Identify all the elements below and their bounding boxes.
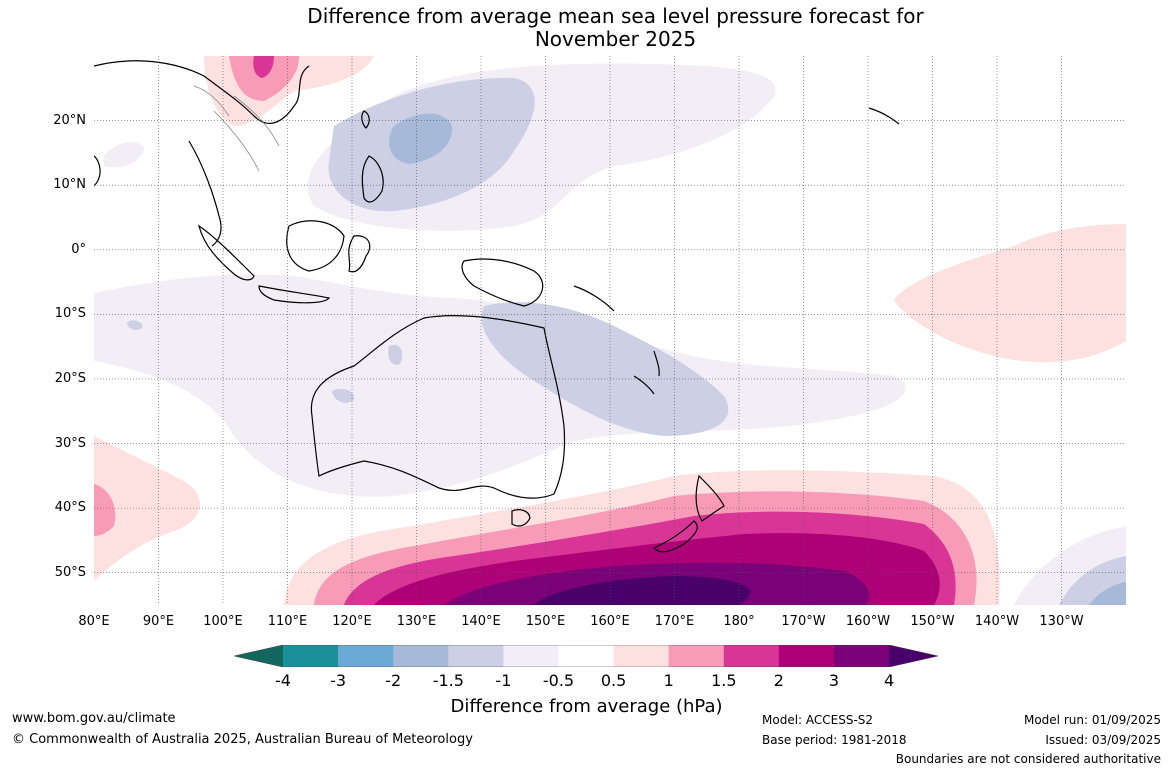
- colorbar-segment: [558, 645, 615, 667]
- borders-indochina: [193, 85, 280, 172]
- colorbar-tick-label: 0.5: [600, 671, 627, 690]
- latitude-label: 40°S: [54, 500, 86, 516]
- anomaly-contours: [94, 56, 1126, 605]
- longitude-label: 120°E: [332, 614, 372, 629]
- longitude-label: 80°E: [78, 614, 110, 629]
- longitude-label: 90°E: [142, 614, 175, 629]
- latitude-label: 20°S: [54, 370, 86, 386]
- coastline-new-zealand-north: [695, 474, 725, 522]
- colorbar-segment: [503, 645, 559, 667]
- boundary-disclaimer: Boundaries are not considered authoritat…: [895, 752, 1161, 766]
- colorbar-segment: [668, 645, 725, 667]
- colorbar-segment: [283, 645, 339, 667]
- coastline-new-guinea: [461, 258, 544, 307]
- coastline-borneo: [286, 220, 345, 272]
- colorbar-arrow-high: [889, 645, 939, 667]
- longitude-label: 130°E: [396, 614, 437, 629]
- latitude-label: 20°N: [53, 112, 86, 128]
- longitude-label: 180°: [723, 614, 755, 629]
- colorbar-segment: [613, 645, 670, 667]
- colorbar-arrow-low: [234, 645, 283, 667]
- issued-date: Issued: 03/09/2025: [1045, 733, 1161, 747]
- contour-pos-0.5-west: [94, 436, 201, 581]
- pressure-anomaly-map: [94, 56, 1126, 605]
- coastline-mainland-asia: [94, 60, 310, 247]
- contour-pos-0.5-east-pacific: [894, 224, 1126, 363]
- colorbar-outline: [234, 645, 939, 667]
- colorbar-segment: [448, 645, 504, 667]
- longitude-label: 130°W: [1039, 614, 1084, 629]
- latitude-label: 30°S: [54, 435, 86, 451]
- longitude-label: 170°W: [781, 614, 826, 629]
- colorbar-tick-label: -3: [330, 671, 347, 690]
- contour-neg-1-coral-sea: [481, 302, 729, 436]
- website-link[interactable]: www.bom.gov.au/climate: [12, 711, 176, 726]
- colorbar-segment: [723, 645, 780, 667]
- country-borders: [193, 85, 280, 172]
- coastline-vanuatu: [653, 350, 660, 377]
- coastline-taiwan: [361, 110, 370, 129]
- colorbar-tick-label: -2: [385, 671, 402, 690]
- coastline-sumatra: [198, 224, 255, 281]
- title-line-1: Difference from average mean sea level p…: [307, 4, 924, 28]
- longitude-label: 110°E: [267, 614, 308, 629]
- contour-neg-1.5-se: [1089, 582, 1126, 605]
- contour-neg-0.5-band: [94, 274, 906, 497]
- colorbar-tick-label: 1.5: [711, 671, 737, 690]
- longitude-label: 170°E: [654, 614, 695, 629]
- colorbar-segment: [338, 645, 394, 667]
- colorbar-tick-label: 2: [773, 671, 784, 690]
- coastline-java: [258, 285, 331, 304]
- latitude-label: 50°S: [54, 564, 86, 580]
- colorbar-tick-label: -1: [495, 671, 512, 690]
- coastline-australia: [310, 315, 566, 499]
- longitude-label: 160°E: [590, 614, 630, 629]
- contour-pos-4-southern-ocean: [534, 576, 751, 605]
- contour-pos-1.5-north: [253, 56, 274, 78]
- longitude-label: 100°E: [203, 614, 243, 629]
- longitude-label: 150°E: [525, 614, 566, 629]
- copyright-text: © Commonwealth of Australia 2025, Austra…: [12, 732, 473, 747]
- colorbar-segment: [778, 645, 835, 667]
- longitude-label: 150°W: [910, 614, 955, 629]
- contour-pos-1-west: [94, 484, 116, 536]
- colorbar-tick-label: -1.5: [432, 671, 464, 690]
- chart-title: Difference from average mean sea level p…: [0, 5, 1173, 51]
- coastline-philippines: [361, 155, 384, 203]
- coastline-hawaii: [868, 107, 900, 125]
- colorbar-tick-label: 3: [828, 671, 840, 690]
- coastline-tasmania: [511, 509, 531, 527]
- contour-pos-1-north: [229, 56, 299, 101]
- graticule: [94, 56, 1126, 605]
- colorbar-tick-label: -0.5: [542, 671, 575, 690]
- coastline-new-zealand-south: [653, 520, 698, 553]
- base-period: Base period: 1981-2018: [762, 733, 907, 747]
- coastlines: [94, 60, 900, 553]
- latitude-label: 10°S: [54, 306, 86, 322]
- colorbar-tick-label: 4: [884, 671, 895, 690]
- contour-neg-1-small-a: [127, 320, 143, 330]
- colorbar-segment: [834, 645, 890, 667]
- longitude-label: 140°E: [461, 614, 501, 629]
- longitude-label: 160°W: [845, 614, 891, 629]
- colorbar: [234, 645, 939, 667]
- coastline-solomon-islands: [573, 285, 615, 312]
- contour-neg-0.5-west: [104, 142, 144, 168]
- contour-neg-1-small-c: [388, 344, 403, 365]
- coastline-sulawesi: [348, 235, 371, 273]
- model-name: Model: ACCESS-S2: [762, 713, 874, 727]
- contour-neg-1-small-b: [332, 388, 355, 403]
- latitude-label: 0°: [71, 241, 86, 257]
- coastline-new-caledonia: [633, 375, 655, 395]
- latitude-label: 10°N: [53, 177, 86, 193]
- title-line-2: November 2025: [534, 27, 697, 51]
- colorbar-tick-label: 1: [663, 671, 674, 690]
- colorbar-segment: [393, 645, 449, 667]
- longitude-label: 140°W: [974, 614, 1020, 629]
- model-run-date: Model run: 01/09/2025: [1023, 713, 1161, 727]
- colorbar-tick-label: -4: [275, 671, 291, 690]
- colorbar-label: Difference from average (hPa): [450, 696, 723, 717]
- contour-neg-1.5-north: [389, 113, 453, 164]
